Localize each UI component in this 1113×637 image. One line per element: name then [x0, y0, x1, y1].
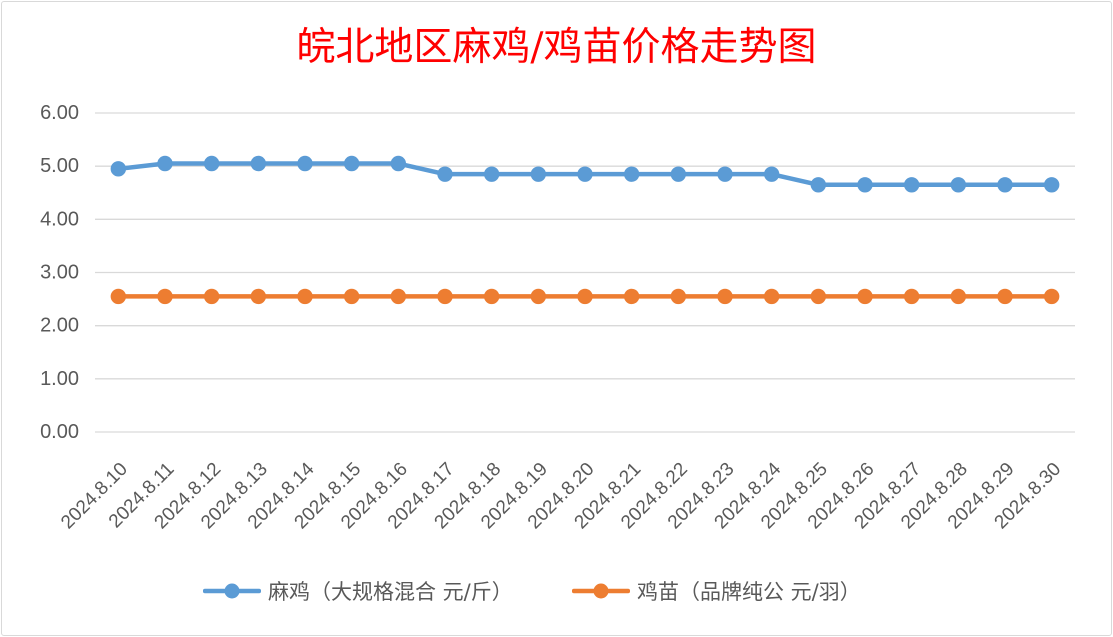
- series-0-point: [110, 161, 127, 177]
- series-0-point: [950, 177, 967, 193]
- series-0-point: [717, 166, 733, 182]
- series-1-point: [343, 288, 360, 305]
- legend-swatch-series-1: [572, 583, 630, 599]
- y-tick-label: 3.00: [40, 262, 79, 284]
- series-0-point: [997, 177, 1013, 193]
- y-tick-label: 4.00: [40, 208, 79, 230]
- series-1-point: [297, 288, 313, 305]
- series-0-point: [903, 177, 920, 193]
- series-1-point: [437, 288, 453, 305]
- series-0-point: [530, 166, 547, 182]
- legend-entry-series-1: 鸡苗（品牌纯公 元/羽）: [572, 578, 861, 604]
- series-1-point: [717, 288, 733, 305]
- y-axis-labels: 0.00 1.00 2.00 3.00 4.00 5.00 6.00: [40, 102, 79, 443]
- series-0-point: [763, 166, 780, 182]
- series-1-point: [483, 288, 500, 305]
- series-1-point: [763, 288, 780, 305]
- series-1-point: [623, 288, 640, 305]
- series-1-point: [110, 288, 127, 305]
- series-0-point: [250, 155, 267, 172]
- series-0-point: [670, 166, 687, 182]
- series-1-point: [997, 288, 1013, 305]
- x-axis-labels: 2024.8.102024.8.112024.8.122024.8.132024…: [57, 458, 1065, 533]
- series-1-point: [1043, 288, 1060, 305]
- legend-entry-series-0: 麻鸡（大规格混合 元/斤）: [203, 578, 513, 604]
- series-1-point: [157, 288, 173, 305]
- series-0-point: [437, 166, 453, 182]
- y-tick-label: 6.00: [40, 102, 79, 124]
- series-0-point: [577, 166, 593, 182]
- y-tick-label: 5.00: [40, 155, 79, 177]
- series-1-point: [670, 288, 687, 305]
- series-1-point: [950, 288, 967, 305]
- chart-title: 皖北地区麻鸡/鸡苗价格走势图: [296, 25, 817, 70]
- legend-label-series-0: 麻鸡（大规格混合 元/斤）: [268, 580, 513, 604]
- series-0-point: [857, 177, 873, 193]
- series-1-point: [390, 288, 407, 305]
- legend-swatch-series-0: [203, 583, 261, 599]
- series-1-point: [577, 288, 593, 305]
- series-0-point: [157, 155, 173, 172]
- y-tick-label: 0.00: [40, 421, 79, 443]
- y-tick-label: 1.00: [40, 368, 79, 390]
- series-1-point: [810, 288, 827, 305]
- series-0-point: [623, 166, 640, 182]
- legend-label-series-1: 鸡苗（品牌纯公 元/羽）: [637, 580, 861, 604]
- series-0: [110, 155, 1060, 193]
- y-tick-label: 2.00: [40, 315, 79, 337]
- series-1: [110, 288, 1060, 305]
- series-1-point: [530, 288, 547, 305]
- series-0-point: [810, 177, 827, 193]
- series-1-point: [857, 288, 873, 305]
- y-gridlines: [95, 112, 1075, 433]
- series-0-point: [390, 155, 407, 172]
- series-0-point: [1043, 177, 1060, 193]
- series-0-point: [343, 155, 360, 172]
- series-1-point: [203, 288, 220, 305]
- series-0-point: [483, 166, 500, 182]
- series-1-point: [903, 288, 920, 305]
- series-0-point: [203, 155, 220, 172]
- series-1-point: [250, 288, 267, 305]
- series-0-point: [297, 155, 313, 172]
